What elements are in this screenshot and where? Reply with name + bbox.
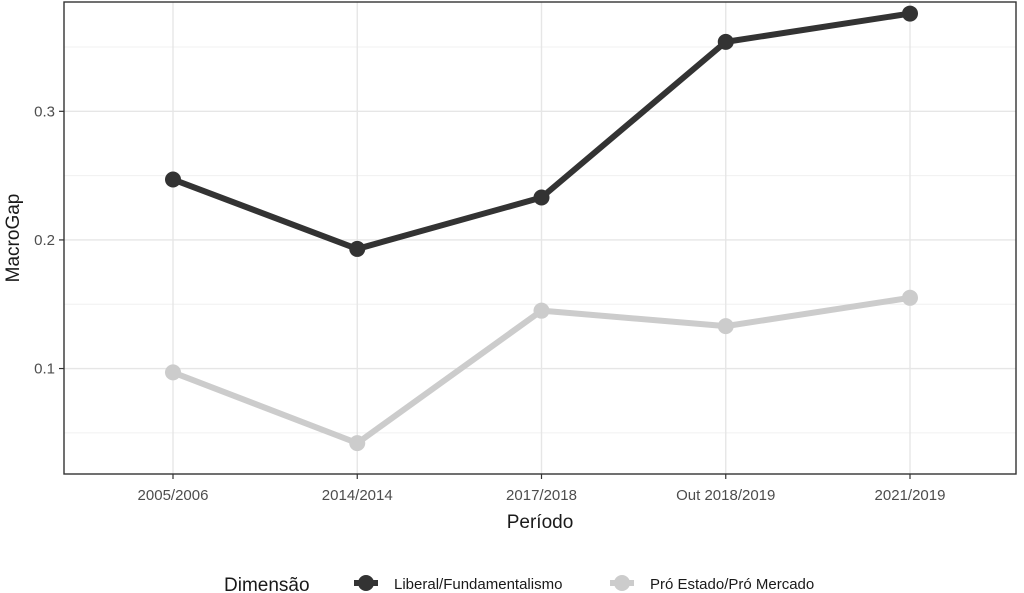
data-point — [165, 171, 181, 188]
data-point — [717, 33, 734, 50]
x-tick-label: Out 2018/2019 — [676, 487, 775, 504]
data-point — [902, 5, 918, 22]
plot-panel-background — [64, 2, 1016, 474]
data-point — [533, 302, 550, 319]
y-tick-label: 0.3 — [34, 103, 55, 120]
y-tick-label: 0.2 — [34, 232, 55, 249]
data-point — [533, 189, 550, 206]
y-axis: 0.1 0.2 0.3 — [34, 103, 64, 378]
legend-label: Liberal/Fundamentalismo — [394, 576, 562, 593]
x-axis-title: Período — [507, 512, 574, 533]
x-tick-label: 2017/2018 — [506, 487, 577, 504]
legend-key-point — [358, 575, 374, 591]
legend-title: Dimensão — [224, 575, 310, 593]
x-axis: 2005/2006 2014/2014 2017/2018 Out 2018/2019… — [138, 474, 946, 504]
data-point — [349, 435, 366, 452]
x-tick-label: 2021/2019 — [875, 487, 946, 504]
data-point — [717, 318, 734, 335]
data-point — [902, 289, 918, 306]
x-tick-label: 2014/2014 — [322, 487, 393, 504]
legend-key-point — [614, 575, 630, 591]
data-point — [165, 364, 181, 381]
legend-label: Pró Estado/Pró Mercado — [650, 576, 814, 593]
y-axis-title: MacroGap — [3, 194, 24, 283]
major-gridlines — [64, 2, 1016, 474]
series-layer — [165, 5, 918, 452]
legend: Dimensão Liberal/Fundamentalismo Pró Esta… — [224, 575, 814, 593]
data-point — [349, 240, 366, 257]
plot-panel-border — [63, 1, 1017, 475]
y-tick-label: 0.1 — [34, 361, 55, 378]
x-tick-label: 2005/2006 — [138, 487, 209, 504]
